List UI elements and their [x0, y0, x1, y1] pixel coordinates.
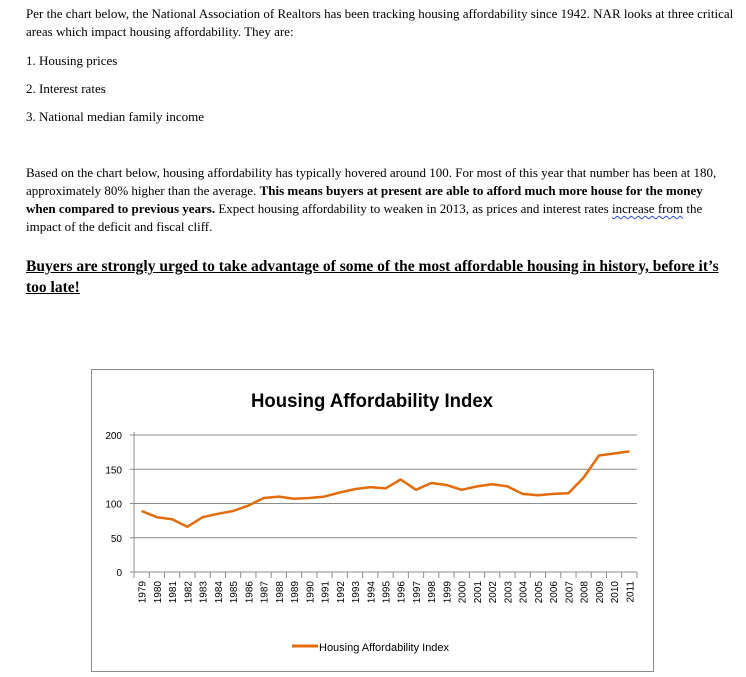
x-tick-label: 1993 — [351, 581, 362, 604]
series-line — [141, 450, 630, 529]
x-tick-label: 2004 — [519, 581, 530, 604]
x-tick-label: 2003 — [503, 581, 514, 604]
x-tick-label: 1986 — [244, 581, 255, 604]
x-tick-label: 1998 — [427, 581, 438, 604]
x-tick-label: 1989 — [290, 581, 301, 604]
analysis-text: Expect housing affordability to weaken i… — [215, 201, 612, 216]
legend-label: Housing Affordability Index — [319, 642, 450, 654]
list-item: 1. Housing prices — [26, 53, 118, 68]
line-chart: Housing Affordability Index 0 50 100 150 200… — [105, 391, 638, 654]
analysis-bold-text: This means buyers at present are able to… — [26, 183, 703, 216]
y-tick-label: 150 — [105, 465, 122, 476]
x-tick-label: 1983 — [199, 581, 210, 604]
chart-title: Housing Affordability Index — [251, 391, 493, 412]
y-tick-label: 50 — [111, 534, 123, 545]
x-tick-label: 1982 — [183, 581, 194, 604]
x-tick-label: 1996 — [397, 581, 408, 604]
x-tick-label: 2010 — [610, 581, 621, 604]
x-tick-label: 2009 — [595, 581, 606, 604]
intro-paragraph: Per the chart below, the National Associ… — [26, 6, 734, 39]
analysis-text: Based on the chart below, housing afford… — [26, 165, 717, 198]
x-tick-label: 2005 — [534, 581, 545, 604]
chart-container: Housing Affordability Index 0 50 100 150 200… — [91, 369, 654, 672]
x-tick-label: 1997 — [412, 581, 423, 604]
analysis-paragraph: Based on the chart below, housing afford… — [26, 164, 726, 236]
callout-heading: Buyers are strongly urged to take advant… — [26, 258, 719, 296]
x-tick-label: 2001 — [473, 581, 484, 604]
x-tick-label: 2006 — [549, 581, 560, 604]
x-tick-label: 1988 — [275, 581, 286, 604]
x-tick-label: 1985 — [229, 581, 240, 604]
x-tick-label: 1979 — [138, 581, 149, 604]
x-tick-label: 2002 — [488, 581, 499, 604]
x-tick-label: 2011 — [625, 581, 636, 603]
y-tick-label: 0 — [116, 568, 122, 579]
y-tick-label: 100 — [105, 500, 122, 511]
x-tick-label: 1995 — [382, 581, 393, 604]
grammar-flagged-text: increase from — [611, 201, 684, 216]
x-tick-label: 1984 — [214, 581, 225, 604]
x-tick-label: 1981 — [168, 581, 179, 604]
x-tick-label: 2007 — [564, 581, 575, 604]
list-item: 3. National median family income — [26, 109, 204, 124]
x-tick-label: 2008 — [580, 581, 591, 604]
x-tick-label: 1999 — [442, 581, 453, 604]
x-tick-label: 1994 — [366, 581, 377, 604]
x-tick-label: 1980 — [153, 581, 164, 604]
x-tick-label: 1992 — [336, 581, 347, 604]
x-tick-label: 1987 — [260, 581, 271, 604]
x-tick-label: 1991 — [321, 581, 332, 604]
analysis-text: the impact of the deficit and fiscal cli… — [26, 201, 703, 234]
x-tick-label: 2000 — [458, 581, 469, 604]
y-tick-label: 200 — [105, 431, 122, 442]
x-tick-label: 1990 — [305, 581, 316, 604]
list-item: 2. Interest rates — [26, 81, 106, 96]
